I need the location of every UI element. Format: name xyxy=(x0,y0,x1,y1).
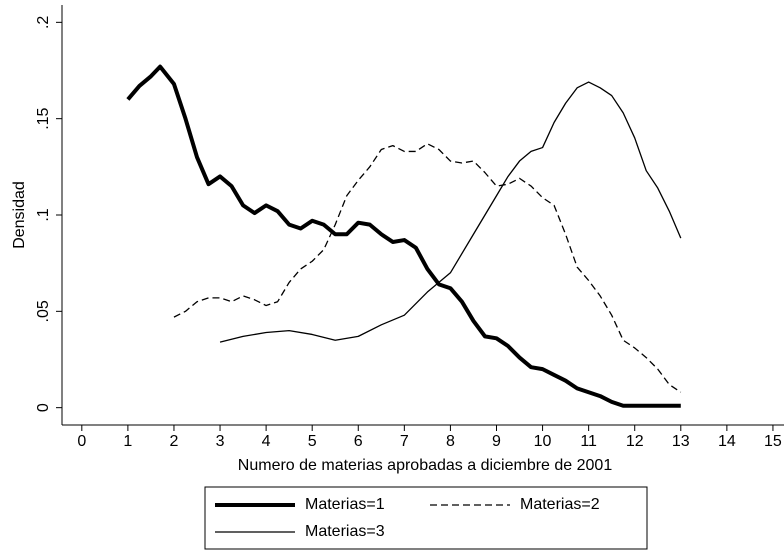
y-tick-label: .05 xyxy=(35,300,52,322)
x-tick-label: 2 xyxy=(170,433,179,450)
series-line xyxy=(126,64,681,408)
legend-label: Materias=1 xyxy=(305,496,385,513)
x-tick-label: 9 xyxy=(492,433,501,450)
x-tick-label: 5 xyxy=(308,433,317,450)
x-tick-label: 1 xyxy=(123,433,132,450)
legend-label: Materias=2 xyxy=(520,496,600,513)
x-tick-label: 0 xyxy=(77,433,86,450)
series-line xyxy=(219,81,682,343)
legend-label: Materias=3 xyxy=(305,523,385,540)
x-axis-label: Numero de materias aprobadas a diciembre… xyxy=(238,457,613,474)
x-tick-label: 15 xyxy=(764,433,782,450)
x-tick-label: 7 xyxy=(400,433,409,450)
x-tick-label: 4 xyxy=(262,433,271,450)
y-tick-label: .1 xyxy=(35,208,52,221)
y-tick-label: 0 xyxy=(35,403,52,412)
x-tick-label: 13 xyxy=(672,433,690,450)
x-tick-label: 12 xyxy=(626,433,644,450)
x-tick-label: 14 xyxy=(718,433,736,450)
x-tick-label: 3 xyxy=(216,433,225,450)
legend-box xyxy=(204,486,648,550)
y-tick-label: .2 xyxy=(35,16,52,29)
y-axis-label: Densidad xyxy=(11,181,28,249)
x-tick-label: 11 xyxy=(580,433,597,450)
x-tick-label: 8 xyxy=(446,433,455,450)
series-line xyxy=(173,143,682,393)
y-tick-label: .15 xyxy=(35,107,52,129)
x-tick-label: 10 xyxy=(534,433,552,450)
x-tick-label: 6 xyxy=(354,433,363,450)
